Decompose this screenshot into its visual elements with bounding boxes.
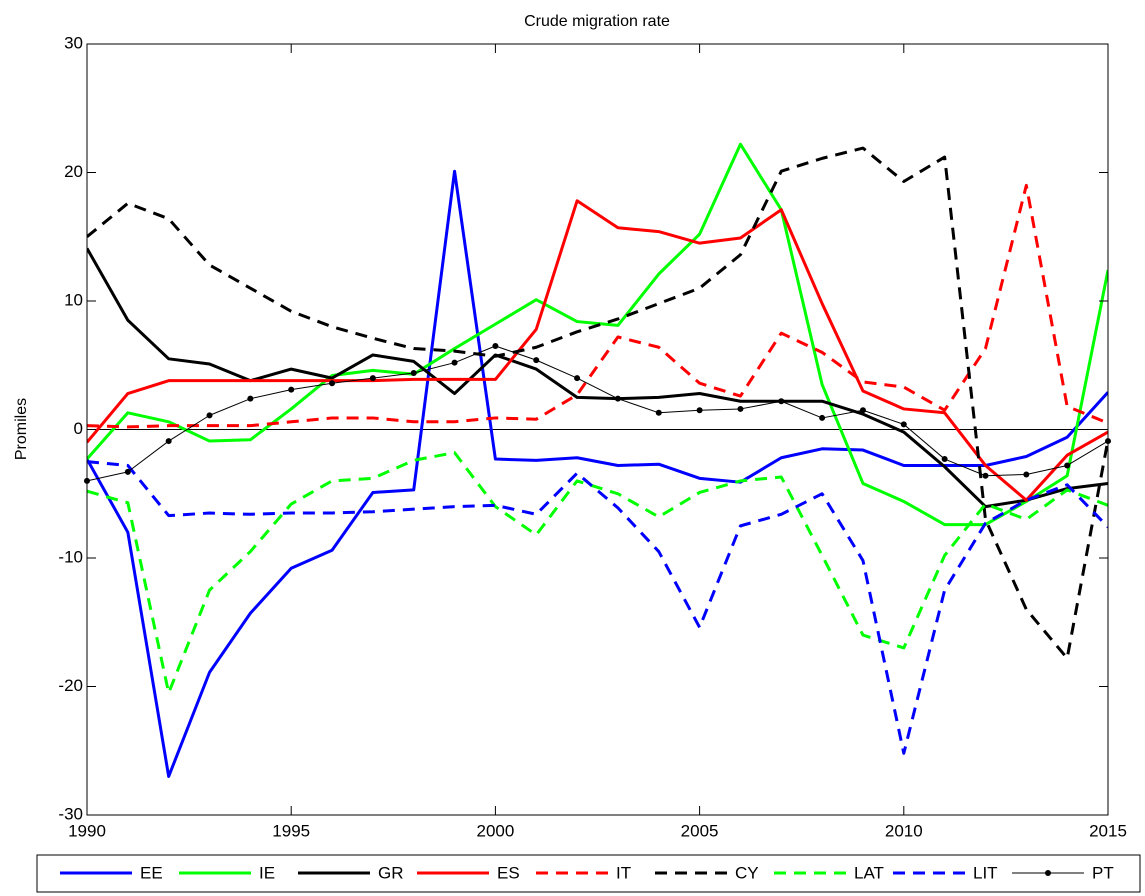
y-tick-label: 30 bbox=[64, 33, 83, 52]
series-line bbox=[87, 199, 1108, 502]
series-marker bbox=[410, 369, 417, 376]
series-marker bbox=[1023, 471, 1030, 478]
series-marker bbox=[329, 380, 336, 387]
x-tick-label: 1990 bbox=[68, 821, 106, 840]
series-marker bbox=[778, 398, 785, 405]
series-marker bbox=[288, 386, 295, 393]
series-line bbox=[87, 146, 1108, 660]
x-tick-label: 2005 bbox=[681, 821, 719, 840]
series-marker bbox=[1064, 462, 1071, 469]
series-line bbox=[87, 345, 1108, 482]
series-marker bbox=[982, 472, 989, 479]
series-marker bbox=[614, 395, 621, 402]
series-marker bbox=[492, 342, 499, 349]
series-marker bbox=[819, 414, 826, 421]
series-line bbox=[87, 169, 1108, 778]
series-marker bbox=[900, 421, 907, 428]
legend-label: EE bbox=[140, 863, 163, 882]
series-marker bbox=[533, 357, 540, 364]
y-tick-label: -20 bbox=[58, 676, 83, 695]
legend-label: IE bbox=[259, 863, 275, 882]
series-line bbox=[87, 247, 1108, 509]
legend-label: LIT bbox=[973, 863, 998, 882]
legend-label: CY bbox=[735, 863, 759, 882]
x-tick-label: 2015 bbox=[1089, 821, 1127, 840]
series-marker bbox=[737, 405, 744, 412]
series-marker bbox=[451, 359, 458, 366]
series-marker bbox=[941, 456, 948, 463]
x-tick-label: 2010 bbox=[885, 821, 923, 840]
y-tick-label: -30 bbox=[58, 804, 83, 823]
series-marker bbox=[574, 375, 581, 382]
series-line bbox=[87, 460, 1108, 755]
y-axis-label: Promiles bbox=[13, 398, 30, 460]
legend-label: IT bbox=[616, 863, 631, 882]
chart-title: Crude migration rate bbox=[524, 13, 670, 30]
y-tick-label: 0 bbox=[74, 419, 83, 438]
y-tick-label: -10 bbox=[58, 547, 83, 566]
series-marker bbox=[859, 407, 866, 414]
y-tick-label: 20 bbox=[64, 162, 83, 181]
series-marker bbox=[206, 412, 213, 419]
series-line bbox=[87, 142, 1108, 527]
series-marker bbox=[696, 407, 703, 414]
series-line bbox=[87, 183, 1108, 429]
x-tick-label: 1995 bbox=[272, 821, 310, 840]
legend-label: LAT bbox=[854, 863, 884, 882]
series-marker bbox=[165, 438, 172, 445]
series-marker bbox=[247, 395, 254, 402]
x-tick-label: 2000 bbox=[476, 821, 514, 840]
legend-label: GR bbox=[378, 863, 404, 882]
legend-label: PT bbox=[1092, 863, 1114, 882]
series-line bbox=[87, 451, 1108, 695]
series-marker bbox=[655, 409, 662, 416]
y-tick-label: 10 bbox=[64, 290, 83, 309]
series-marker bbox=[369, 375, 376, 382]
legend-marker bbox=[1045, 870, 1051, 876]
series-marker bbox=[124, 468, 131, 475]
legend-label: ES bbox=[497, 863, 520, 882]
